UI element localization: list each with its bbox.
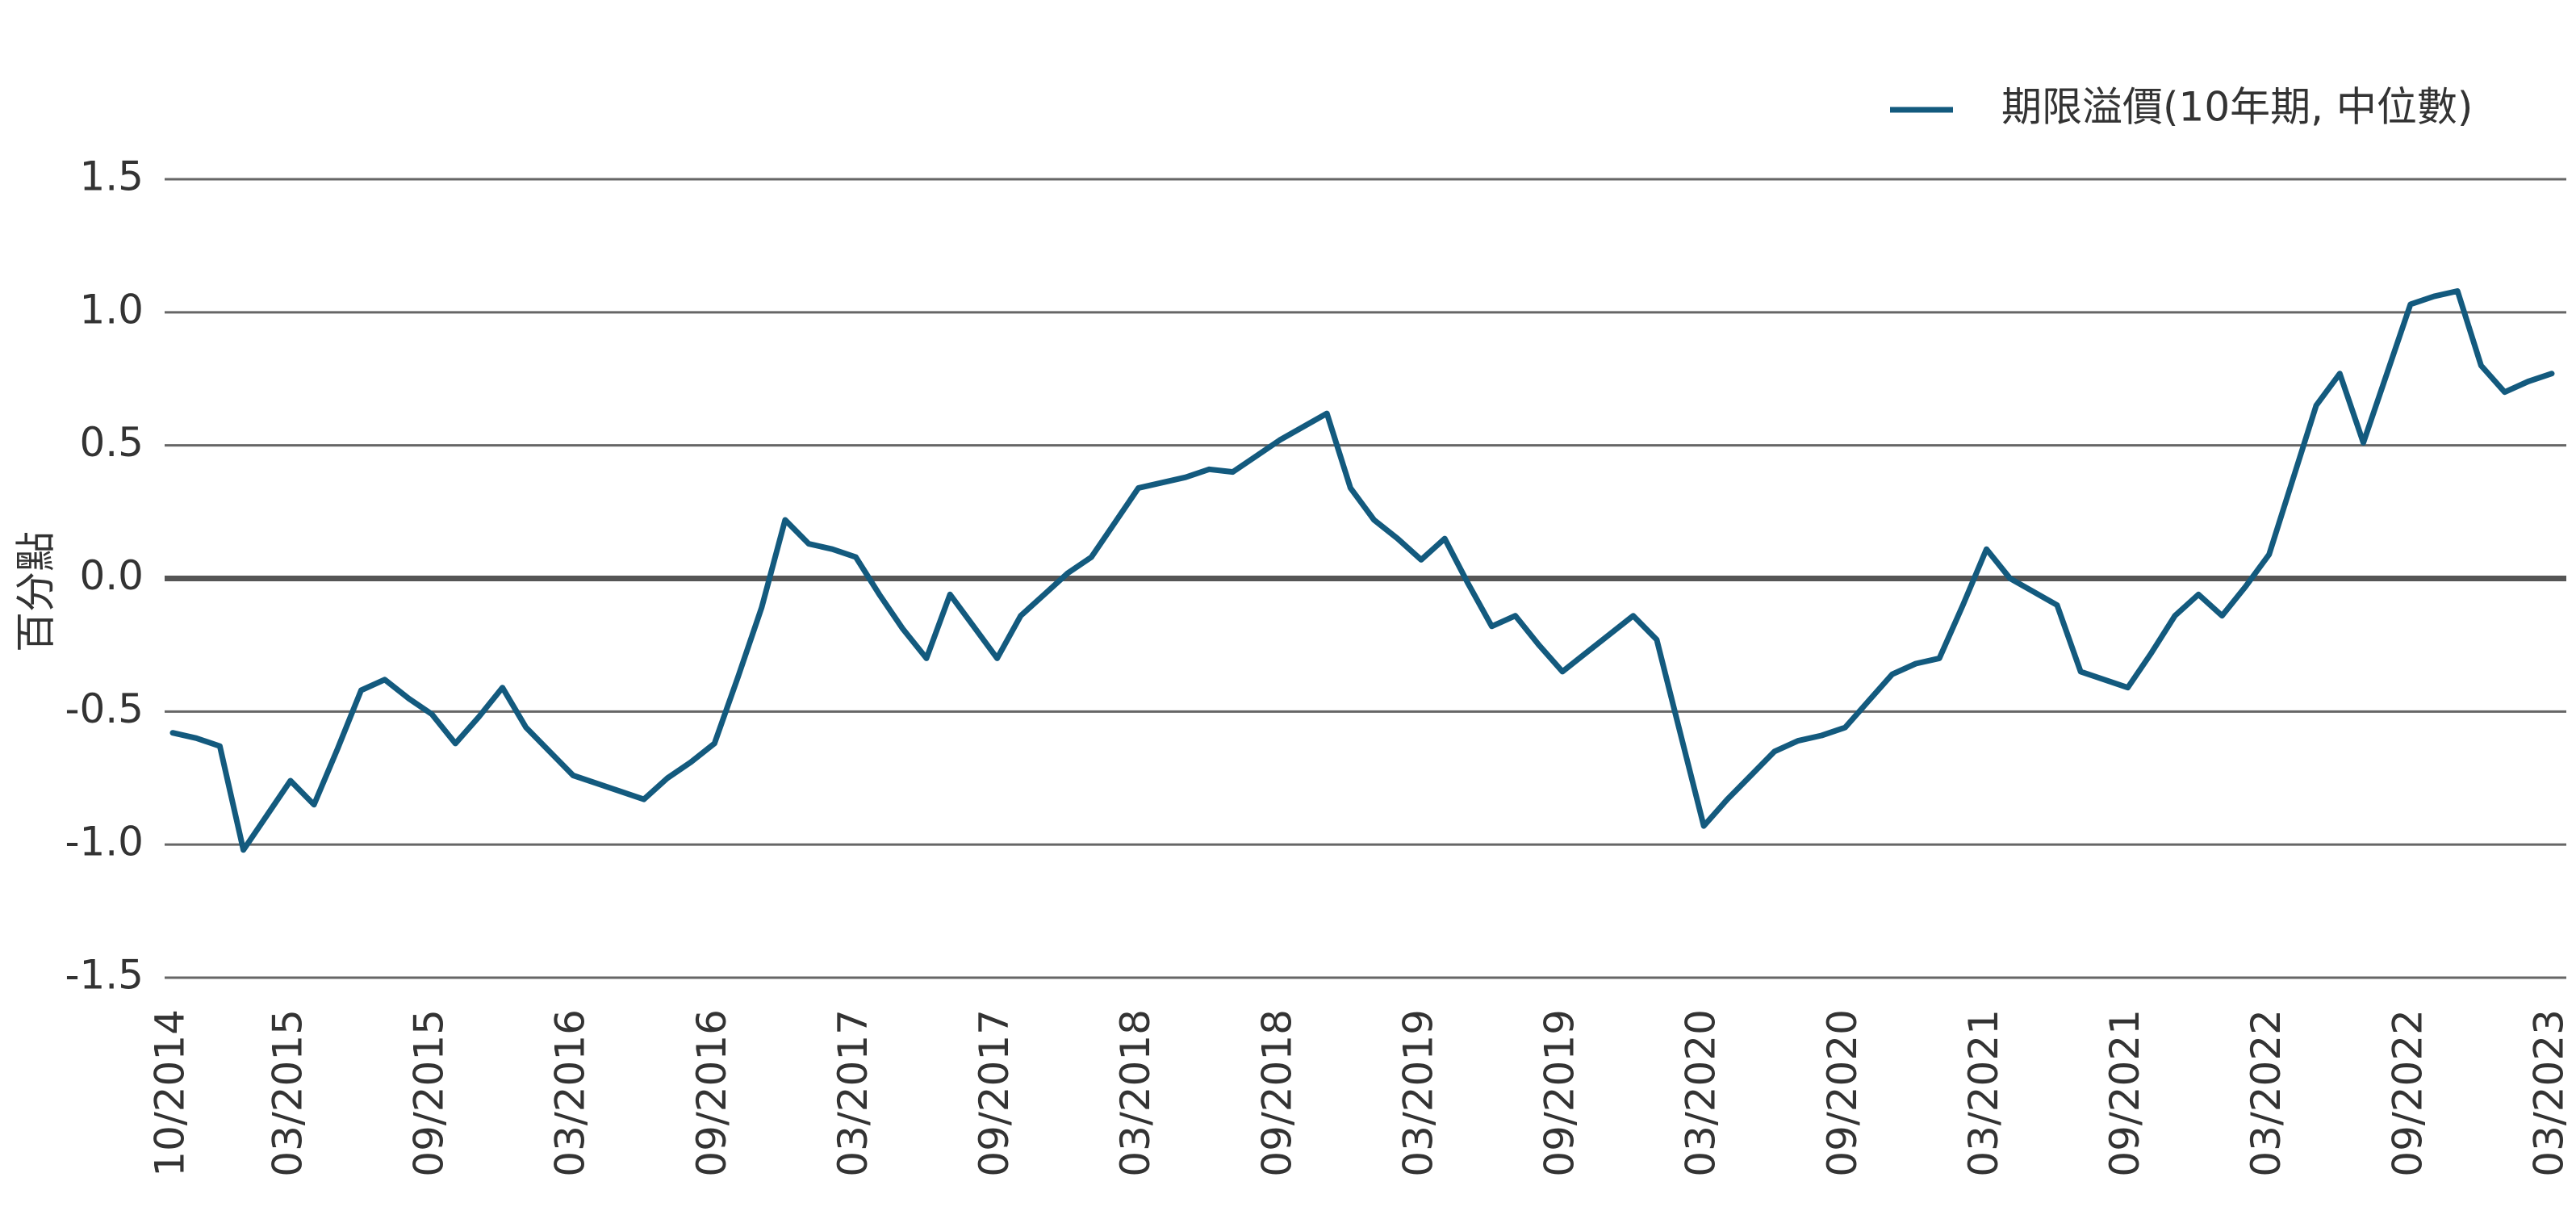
x-tick-label: 03/2017 (830, 1009, 876, 1177)
x-tick-label: 09/2019 (1537, 1009, 1583, 1177)
y-tick-label: 0.0 (79, 552, 144, 599)
x-tick-label: 03/2019 (1395, 1009, 1441, 1177)
y-tick-label: -0.5 (65, 685, 144, 732)
x-tick-label: 03/2016 (547, 1009, 594, 1177)
y-tick-label: 1.0 (79, 286, 144, 333)
y-tick-label: 1.5 (79, 153, 144, 200)
x-tick-label: 09/2015 (406, 1009, 453, 1177)
x-tick-label: 09/2016 (688, 1009, 735, 1177)
y-tick-label: -1.0 (65, 819, 144, 865)
x-tick-label: 09/2022 (2384, 1009, 2431, 1177)
x-tick-label: 09/2020 (1819, 1009, 1866, 1177)
x-tick-label: 03/2020 (1678, 1009, 1725, 1177)
x-tick-label: 03/2021 (1960, 1009, 2007, 1177)
x-tick-label: 09/2021 (2101, 1009, 2148, 1177)
y-tick-label: -1.5 (65, 952, 144, 999)
x-tick-label: 09/2017 (971, 1009, 1018, 1177)
x-tick-label: 09/2018 (1253, 1009, 1300, 1177)
data-line (169, 288, 2555, 853)
legend-label: 期限溢價(10年期, 中位數) (2001, 84, 2473, 131)
y-tick-label: 0.5 (79, 419, 144, 466)
x-tick-label: 10/2014 (147, 1009, 194, 1177)
x-tick-label: 03/2023 (2526, 1009, 2573, 1177)
y-axis-title: 百分點 (13, 531, 60, 652)
x-tick-label: 03/2018 (1112, 1009, 1159, 1177)
x-tick-label: 03/2015 (264, 1009, 311, 1177)
x-tick-label: 03/2022 (2243, 1009, 2290, 1177)
